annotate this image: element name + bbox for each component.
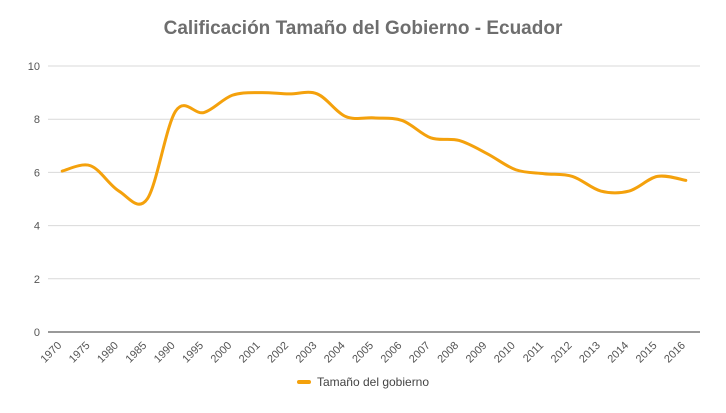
x-tick-label: 2004 [322, 340, 348, 366]
data-point [146, 198, 149, 201]
data-point [684, 179, 687, 182]
series-line [60, 90, 688, 206]
x-tick-label: 2016 [662, 340, 688, 366]
legend-label: Tamaño del gobierno [316, 375, 430, 389]
x-tick-label: 1990 [152, 340, 178, 366]
data-point [373, 116, 376, 119]
x-tick-label: 2010 [492, 340, 518, 366]
x-tick-label: 1980 [95, 340, 121, 366]
x-tick-label: 2014 [605, 340, 631, 366]
data-point [89, 164, 92, 167]
data-point [543, 172, 546, 175]
x-tick-label: 2003 [294, 340, 320, 366]
x-tick-label: 2001 [237, 340, 263, 366]
data-point [287, 92, 290, 95]
data-point [174, 110, 177, 113]
data-point [259, 91, 262, 94]
data-point [656, 175, 659, 178]
y-tick-label: 0 [34, 327, 40, 339]
x-tick-label: 2007 [407, 340, 433, 366]
x-tick-label: 1985 [124, 340, 150, 366]
x-tick-label: 2000 [209, 340, 235, 366]
data-point [571, 175, 574, 178]
legend: Tamaño del gobierno [0, 375, 726, 389]
chart-title: Calificación Tamaño del Gobierno - Ecuad… [163, 18, 563, 39]
data-point [117, 190, 120, 193]
x-tick-label: 2012 [549, 340, 575, 366]
x-tick-label: 2009 [464, 340, 490, 366]
y-tick-label: 2 [34, 274, 40, 286]
data-point [486, 152, 489, 155]
x-tick-label: 2013 [577, 340, 603, 366]
x-tick-label: 1975 [67, 340, 93, 366]
data-point [514, 168, 517, 171]
y-tick-label: 8 [34, 114, 40, 126]
x-tick-label: 2011 [521, 340, 546, 365]
data-point [202, 111, 205, 114]
data-point [599, 190, 602, 193]
data-point [231, 94, 234, 97]
y-tick-label: 4 [34, 221, 40, 233]
x-tick-label: 1970 [38, 340, 64, 366]
data-point [316, 92, 319, 95]
data-point [429, 136, 432, 139]
x-tick-label: 2008 [435, 340, 461, 366]
data-point [458, 139, 461, 142]
data-point [628, 190, 631, 193]
data-point [61, 170, 64, 173]
x-tick-label: 1995 [180, 340, 206, 366]
x-tick-label: 2005 [350, 340, 376, 366]
data-point [344, 115, 347, 118]
y-tick-label: 10 [28, 61, 40, 73]
data-point [401, 119, 404, 122]
y-tick-label: 6 [34, 167, 40, 179]
x-tick-label: 2015 [634, 340, 660, 366]
x-tick-label: 2002 [265, 340, 291, 366]
legend-swatch [296, 380, 311, 384]
x-tick-label: 2006 [379, 340, 405, 366]
